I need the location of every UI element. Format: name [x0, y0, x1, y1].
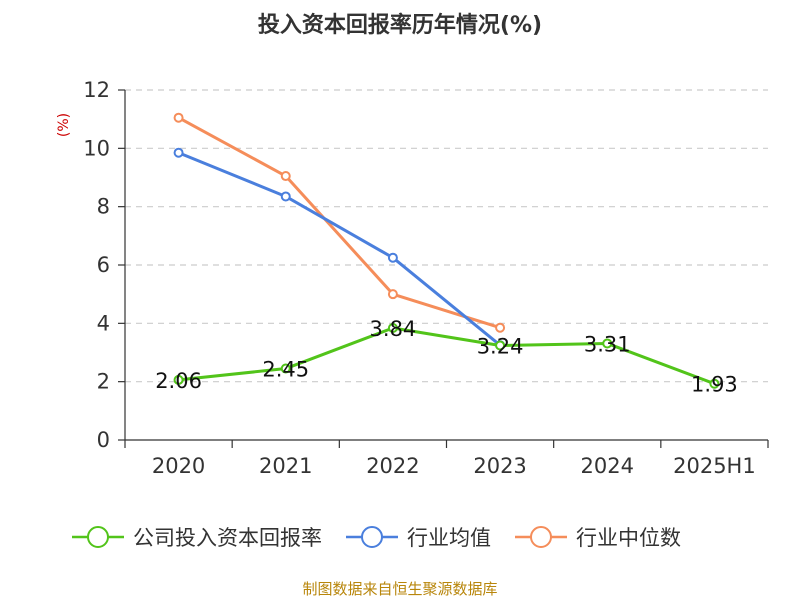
- data-label: 2.45: [262, 358, 309, 382]
- source-note: 制图数据来自恒生聚源数据库: [302, 580, 497, 598]
- x-tick-label: 2025H1: [673, 454, 756, 478]
- y-tick-label: 10: [83, 136, 110, 160]
- y-axis-unit-label: (%): [56, 113, 72, 137]
- data-point: [280, 171, 291, 182]
- data-point: [709, 378, 720, 389]
- series-2: [173, 112, 506, 333]
- x-tick-label: 2022: [366, 454, 419, 478]
- y-tick-label: 0: [97, 428, 110, 452]
- series-line: [178, 326, 715, 386]
- series-1: [173, 147, 506, 351]
- legend-marker-swatch: [87, 526, 109, 548]
- data-point: [387, 323, 398, 333]
- data-label: 1.93: [691, 373, 738, 397]
- series-line: [178, 151, 502, 347]
- data-point: [280, 363, 291, 374]
- data-point: [387, 252, 398, 263]
- legend-marker-swatch: [361, 526, 383, 548]
- grid-lines: [125, 89, 768, 383]
- data-point: [173, 374, 184, 385]
- legend-item-2: 行业中位数: [515, 526, 681, 550]
- data-point: [495, 340, 506, 351]
- data-point: [495, 322, 506, 333]
- legend-label: 行业均值: [407, 526, 491, 550]
- series-0: [173, 323, 720, 389]
- x-tick-label: 2021: [259, 454, 312, 478]
- x-tick-label: 2023: [473, 454, 526, 478]
- data-point: [173, 112, 184, 123]
- data-labels: 2.06 2.45 3.84 3.24 3.31 1.93: [155, 317, 738, 397]
- y-tick-label: 4: [97, 311, 110, 335]
- legend-label: 公司投入资本回报率: [133, 526, 322, 550]
- y-tick-label: 8: [97, 195, 110, 219]
- x-tick-label: 2024: [581, 454, 634, 478]
- legend-item-0: 公司投入资本回报率: [72, 526, 322, 550]
- y-tick-label: 2: [97, 370, 110, 394]
- legend: 公司投入资本回报率 行业均值 行业中位数: [72, 526, 681, 550]
- data-label: 3.84: [370, 317, 417, 341]
- data-point: [280, 191, 291, 202]
- data-point: [602, 338, 613, 349]
- legend-label: 行业中位数: [576, 526, 681, 550]
- y-tick-label: 6: [97, 253, 110, 277]
- data-label: 2.06: [155, 369, 202, 393]
- data-label: 3.31: [584, 332, 631, 356]
- axes: 0 2 4 6 8 10 12 2020 2021 2022 2023 2024 2025H1: [83, 78, 769, 478]
- y-tick-label: 12: [83, 78, 110, 102]
- chart-title: 投入资本回报率历年情况(%): [258, 12, 542, 38]
- series-line: [177, 116, 501, 330]
- data-label: 3.24: [477, 335, 524, 359]
- data-point: [173, 147, 184, 158]
- legend-marker-swatch: [530, 526, 552, 548]
- legend-item-1: 行业均值: [346, 526, 491, 550]
- data-point: [387, 289, 398, 300]
- series-lines: [173, 112, 720, 389]
- x-tick-label: 2020: [152, 454, 205, 478]
